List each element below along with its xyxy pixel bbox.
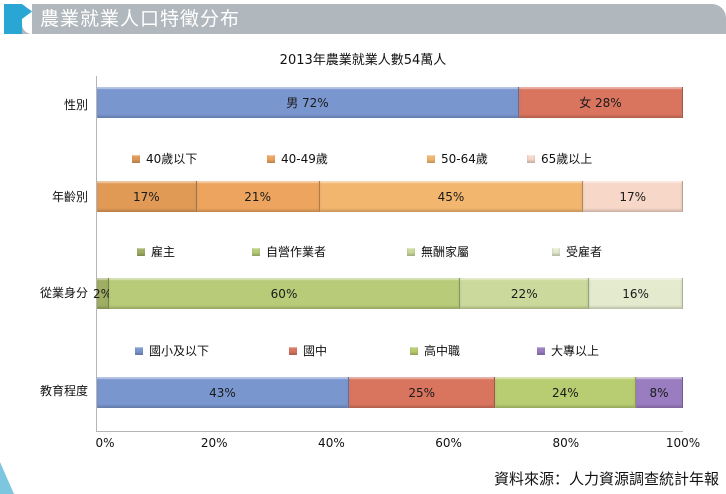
bar-segment: 45%: [319, 181, 584, 212]
segment-value-label: 8%: [649, 385, 669, 400]
bar-education: 43% 25% 24% 8%: [97, 377, 683, 408]
row-label-employment-status: 從業身分: [39, 286, 88, 300]
legend-label: 65歲以上: [541, 152, 593, 166]
row-label-education: 教育程度: [39, 384, 88, 398]
legend-swatch-icon: [407, 247, 415, 256]
x-tick-label: 60%: [435, 436, 462, 450]
legend-item: 大專以上: [537, 342, 599, 359]
legend-label: 自營作業者: [266, 245, 327, 259]
legend-label: 無酬家屬: [421, 245, 470, 259]
legend-label: 50-64歲: [441, 152, 488, 166]
x-tick-label: 80%: [552, 436, 580, 450]
segment-value-label: 17%: [132, 189, 160, 204]
bar-segment: 43%: [97, 377, 349, 408]
bar-segment: 17%: [583, 181, 683, 212]
legend-swatch-icon: [135, 346, 143, 355]
legend-swatch-icon: [410, 346, 418, 355]
segment-value-label: 2%: [93, 286, 113, 301]
segment-value-label: 22%: [510, 286, 538, 301]
legend-item: 高中職: [410, 342, 460, 359]
legend-employment-status: 雇主 自營作業者 無酬家屬 受雇者: [97, 243, 683, 259]
x-tick-label: 40%: [318, 436, 345, 450]
bar-segment: 8%: [636, 377, 683, 408]
legend-item: 自營作業者: [252, 243, 326, 260]
legend-label: 雇主: [151, 245, 176, 259]
legend-swatch-icon: [289, 346, 297, 355]
legend-label: 40歲以下: [146, 152, 198, 166]
bar-gender: 男 72% 女 28%: [97, 87, 683, 118]
bar-segment: 21%: [196, 181, 320, 212]
bar-segment: 男 72%: [97, 87, 519, 118]
segment-value-label: 25%: [408, 385, 436, 400]
legend-education: 國小及以下 國中 高中職 大專以上: [97, 342, 683, 358]
row-label-age: 年齡別: [51, 190, 88, 204]
header-bar: [4, 4, 726, 34]
legend-item: 國小及以下: [135, 342, 209, 359]
legend-swatch-icon: [427, 154, 435, 163]
legend-label: 國小及以下: [149, 344, 210, 358]
segment-value-label: 男 72%: [286, 96, 329, 110]
header-accent-block: [4, 4, 22, 34]
legend-item: 40-49歲: [267, 150, 328, 167]
row-label-gender: 性別: [63, 98, 88, 112]
bar-employment-status: 2% 60% 22% 16%: [93, 278, 683, 309]
legend-swatch-icon: [267, 154, 275, 163]
legend-swatch-icon: [537, 346, 545, 355]
bar-segment: 60%: [108, 278, 461, 309]
legend-swatch-icon: [137, 247, 145, 256]
segment-value-label: 17%: [619, 189, 646, 204]
bar-segment: 17%: [97, 181, 197, 212]
bar-age: 17% 21% 45% 17%: [97, 181, 683, 212]
x-tick-label: 0%: [95, 436, 115, 450]
page-title: 農業就業人口特徵分布: [40, 8, 241, 30]
x-tick-label: 20%: [200, 436, 228, 450]
bar-segment: 24%: [495, 377, 637, 408]
legend-label: 大專以上: [551, 344, 600, 358]
chart-title: 2013年農業就業人數54萬人: [279, 53, 447, 68]
legend-label: 受雇者: [566, 245, 603, 259]
legend-item: 雇主: [137, 243, 175, 260]
bar-segment: 25%: [348, 377, 496, 408]
legend-label: 高中職: [424, 344, 461, 358]
legend-swatch-icon: [527, 154, 535, 163]
legend-swatch-icon: [252, 247, 260, 256]
bar-segment: 2%: [93, 278, 112, 309]
legend-age: 40歲以下 40-49歲 50-64歲 65歲以上: [97, 150, 683, 166]
legend-item: 無酬家屬: [407, 243, 469, 260]
segment-value-label: 21%: [244, 189, 271, 204]
legend-label: 40-49歲: [281, 152, 328, 166]
legend-item: 50-64歲: [427, 150, 488, 167]
data-source-note: 資料來源：人力資源調查統計年報: [493, 470, 719, 488]
x-tick-label: 100%: [665, 436, 701, 450]
corner-decoration: [0, 462, 14, 494]
legend-swatch-icon: [132, 154, 140, 163]
x-axis-line: [96, 431, 683, 432]
legend-item: 國中: [289, 342, 327, 359]
segment-value-label: 60%: [270, 286, 298, 301]
legend-item: 40歲以下: [132, 150, 197, 167]
segment-value-label: 45%: [437, 189, 465, 204]
bar-segment: 女 28%: [518, 87, 683, 118]
legend-swatch-icon: [552, 247, 560, 256]
bar-segment: 22%: [460, 278, 590, 309]
header-notch: [22, 4, 32, 34]
segment-value-label: 女 28%: [579, 96, 622, 110]
header-arrow-icon: [22, 4, 32, 19]
segment-value-label: 43%: [209, 385, 236, 400]
segment-value-label: 16%: [622, 286, 649, 301]
legend-label: 國中: [303, 344, 328, 358]
bar-segment: 16%: [589, 278, 683, 309]
legend-item: 受雇者: [552, 243, 602, 260]
segment-value-label: 24%: [551, 385, 579, 400]
legend-item: 65歲以上: [527, 150, 592, 167]
y-axis-line: [96, 76, 97, 432]
